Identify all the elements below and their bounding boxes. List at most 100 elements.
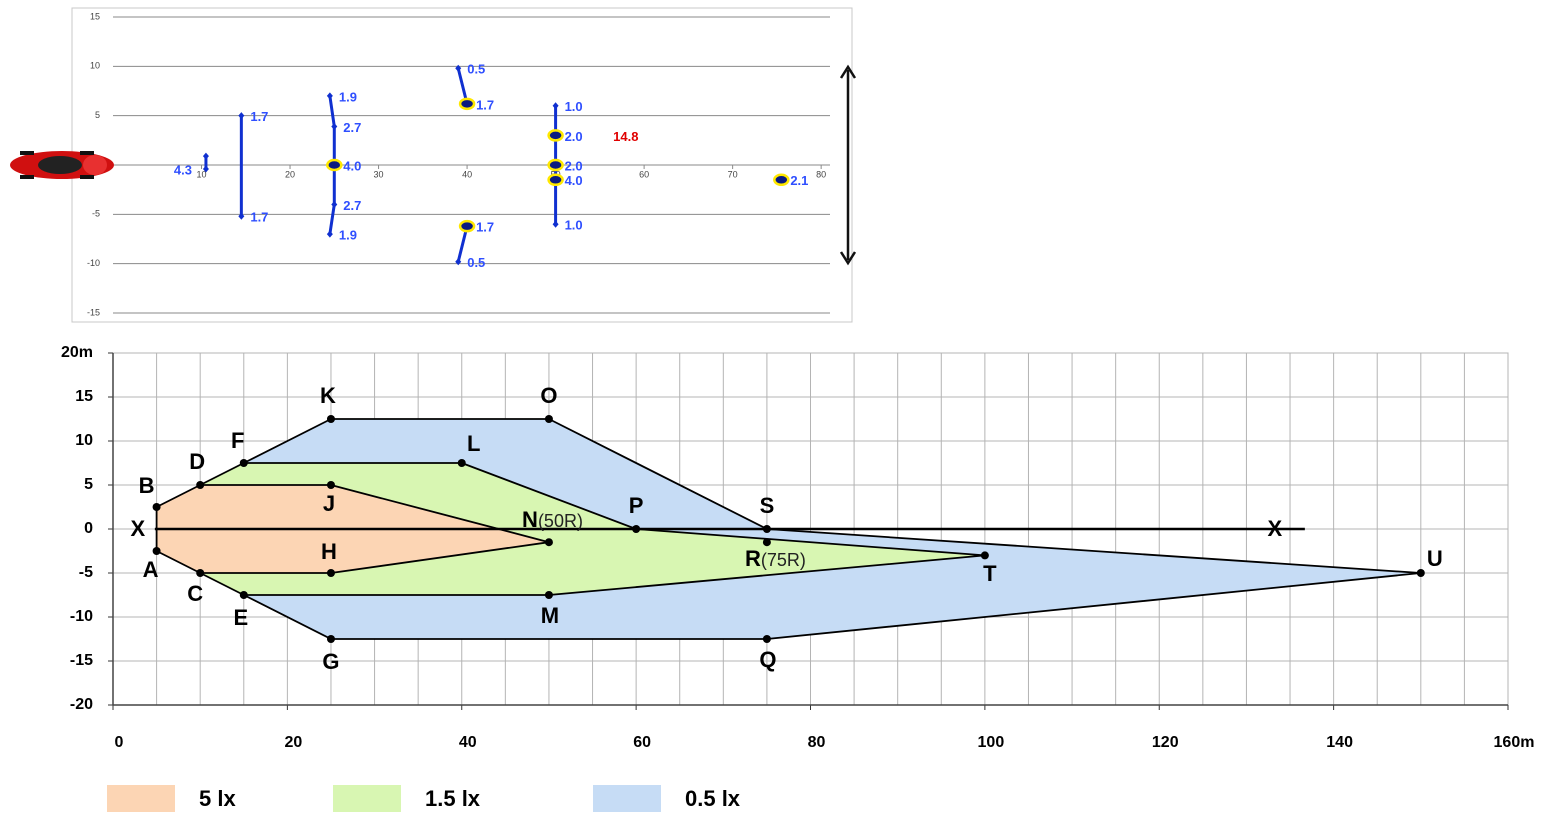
x-tick-label: 20 bbox=[284, 734, 302, 751]
vertex-label: D bbox=[189, 449, 205, 474]
lux-label: 1.0 bbox=[565, 99, 583, 114]
reference-axis-label: X bbox=[1268, 516, 1283, 541]
vertex-point bbox=[763, 525, 771, 533]
legend-label: 0.5 lx bbox=[685, 786, 741, 811]
lux-label: 1.7 bbox=[476, 97, 494, 112]
vertex-point bbox=[240, 459, 248, 467]
vertex-point bbox=[327, 635, 335, 643]
lux-label: 1.7 bbox=[250, 210, 268, 225]
y-tick-label: 10 bbox=[75, 432, 93, 449]
lux-label: 0.5 bbox=[467, 62, 485, 77]
vertex-point bbox=[240, 591, 248, 599]
vertex-label: K bbox=[320, 383, 336, 408]
car-icon bbox=[10, 151, 114, 179]
lux-label: 4.0 bbox=[343, 158, 361, 173]
vertex-label: B bbox=[139, 473, 155, 498]
vertex-point bbox=[632, 525, 640, 533]
vertex-label: S bbox=[760, 493, 775, 518]
vertex-point bbox=[327, 481, 335, 489]
y-tick-label: 15 bbox=[75, 388, 93, 405]
page: {"chart_data": [ {"type": "line", "xlim"… bbox=[0, 0, 1547, 812]
vertex-note: (75R) bbox=[761, 550, 806, 570]
y-tick-label: -5 bbox=[92, 209, 100, 219]
ringed-point bbox=[549, 130, 563, 140]
vertex-point bbox=[545, 591, 553, 599]
x-tick-label: 120 bbox=[1152, 734, 1179, 751]
y-tick-label: 20m bbox=[61, 344, 93, 361]
y-tick-label: -5 bbox=[79, 564, 93, 581]
x-tick-label: 40 bbox=[462, 169, 472, 179]
lux-label: 1.7 bbox=[250, 109, 268, 124]
vertex-label: H bbox=[321, 539, 337, 564]
legend-label: 5 lx bbox=[199, 786, 236, 811]
x-tick-label: 80 bbox=[816, 169, 826, 179]
vertex-label: R bbox=[745, 546, 761, 571]
vertex-point bbox=[545, 415, 553, 423]
vertex-point bbox=[1417, 569, 1425, 577]
vertex-label: U bbox=[1427, 546, 1443, 571]
legend-swatch bbox=[333, 785, 401, 812]
y-tick-label: 10 bbox=[90, 61, 100, 71]
y-tick-label: 15 bbox=[90, 11, 100, 21]
lux-label: 1.9 bbox=[339, 228, 357, 243]
legend-swatch bbox=[593, 785, 661, 812]
lux-label: 4.0 bbox=[565, 173, 583, 188]
x-tick-label: 80 bbox=[808, 734, 826, 751]
x-tick-label: 20 bbox=[285, 169, 295, 179]
chart: -15-10-505101510203040506070804.31.71.71… bbox=[0, 0, 1547, 812]
y-tick-label: -20 bbox=[70, 696, 93, 713]
ringed-point bbox=[327, 160, 341, 170]
x-tick-label: 40 bbox=[459, 734, 477, 751]
vertex-label: G bbox=[322, 649, 339, 674]
x-tick-label: 0 bbox=[115, 734, 124, 751]
x-tick-label: 160m bbox=[1494, 734, 1535, 751]
vertex-point bbox=[763, 538, 771, 546]
vertex-point bbox=[545, 538, 553, 546]
vertex-label: C bbox=[187, 581, 203, 606]
ringed-point bbox=[549, 160, 563, 170]
ringed-point bbox=[460, 221, 474, 231]
y-tick-label: -15 bbox=[70, 652, 93, 669]
x-tick-label: 100 bbox=[978, 734, 1005, 751]
ringed-point bbox=[774, 175, 788, 185]
vertex-label: N bbox=[522, 507, 538, 532]
y-tick-label: -10 bbox=[87, 258, 100, 268]
lux-label: 2.7 bbox=[343, 198, 361, 213]
ringed-point bbox=[549, 175, 563, 185]
y-tick-label: -10 bbox=[70, 608, 93, 625]
vertex-label: M bbox=[541, 603, 559, 628]
lux-label: 2.0 bbox=[565, 129, 583, 144]
vertex-label: J bbox=[323, 491, 335, 516]
legend-label: 1.5 lx bbox=[425, 786, 481, 811]
vertex-label: L bbox=[467, 431, 480, 456]
vertex-note: (50R) bbox=[538, 511, 583, 531]
legend-swatch bbox=[107, 785, 175, 812]
lux-label: 2.7 bbox=[343, 120, 361, 135]
vertex-label: T bbox=[983, 561, 997, 586]
lux-label: 0.5 bbox=[467, 255, 485, 270]
vertex-label: A bbox=[143, 557, 159, 582]
x-tick-label: 140 bbox=[1326, 734, 1353, 751]
y-tick-label: 5 bbox=[95, 110, 100, 120]
vertex-label: Q bbox=[759, 647, 776, 672]
y-tick-label: 0 bbox=[84, 520, 93, 537]
lux-label: 2.1 bbox=[790, 173, 808, 188]
vertex-label: O bbox=[540, 383, 557, 408]
lux-label: 2.0 bbox=[565, 158, 583, 173]
y-tick-label: -15 bbox=[87, 307, 100, 317]
vertex-label: P bbox=[629, 493, 644, 518]
vertex-point bbox=[196, 481, 204, 489]
annotation: 14.8 bbox=[613, 129, 638, 144]
vertex-point bbox=[327, 569, 335, 577]
x-tick-label: 70 bbox=[728, 169, 738, 179]
reference-axis-label: X bbox=[131, 516, 146, 541]
x-tick-label: 60 bbox=[633, 734, 651, 751]
vertex-point bbox=[458, 459, 466, 467]
lux-label: 1.0 bbox=[565, 218, 583, 233]
y-tick-label: 5 bbox=[84, 476, 93, 493]
lux-label: 4.3 bbox=[174, 162, 192, 177]
vertex-point bbox=[153, 503, 161, 511]
vertex-point bbox=[981, 551, 989, 559]
vertex-label: F bbox=[231, 428, 244, 453]
lux-label: 1.9 bbox=[339, 89, 357, 104]
